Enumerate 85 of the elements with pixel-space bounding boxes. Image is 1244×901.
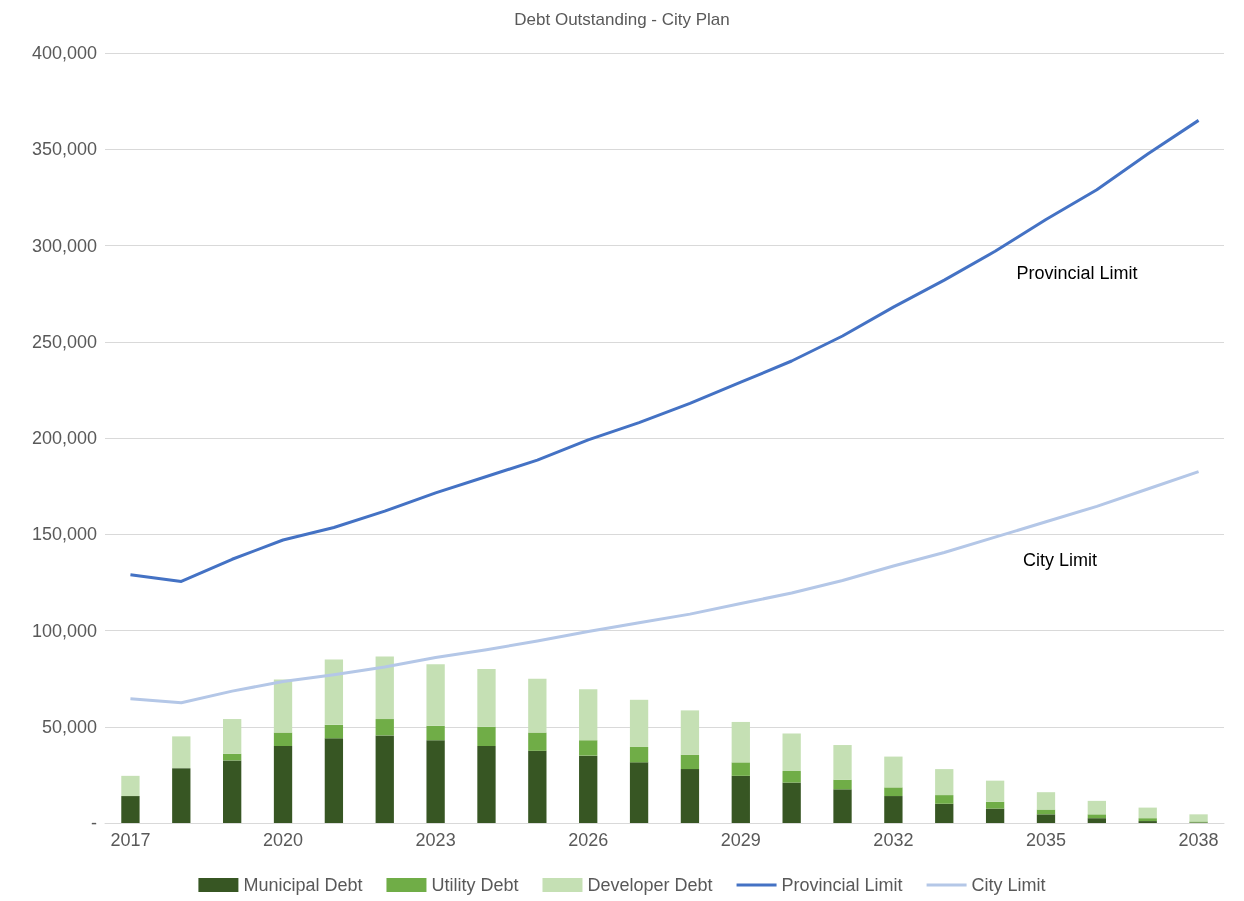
legend-label: City Limit [971, 875, 1046, 895]
bar [1087, 818, 1106, 823]
bar [782, 733, 801, 772]
bar [1138, 807, 1157, 819]
x-tick-label: 2035 [1025, 830, 1066, 850]
bar [680, 754, 700, 770]
legend-label: Municipal Debt [243, 875, 363, 895]
y-tick-label: - [91, 813, 97, 833]
bar [731, 762, 750, 776]
bar [273, 746, 293, 823]
bar [477, 746, 496, 823]
bar [782, 771, 801, 783]
bar [579, 740, 598, 756]
bar [426, 725, 445, 741]
bar [223, 719, 242, 754]
bar [629, 762, 649, 823]
bar [579, 689, 598, 741]
bar [426, 740, 445, 823]
bar [1087, 800, 1106, 815]
legend-label: Utility Debt [431, 875, 519, 895]
bar [833, 779, 852, 790]
chart-title: Debt Outstanding - City Plan [514, 10, 730, 29]
x-tick-label: 2029 [720, 830, 761, 850]
bar [833, 745, 852, 780]
x-tick-label: 2026 [568, 830, 609, 850]
bar [782, 782, 801, 823]
bar [375, 719, 394, 736]
x-tick-label: 2017 [110, 830, 151, 850]
bar [324, 724, 344, 739]
y-tick-label: 400,000 [31, 43, 97, 63]
bar [629, 746, 649, 763]
bar [528, 750, 547, 823]
line-series [128, 118, 1201, 583]
bar [324, 738, 344, 823]
bar [985, 780, 1005, 802]
y-tick-label: 350,000 [31, 139, 97, 160]
x-tick-label: 2020 [263, 830, 304, 850]
legend-label: Developer Debt [587, 875, 713, 895]
bar [172, 768, 191, 823]
bar [223, 760, 242, 823]
bar [273, 732, 293, 746]
bar [935, 769, 954, 796]
bar [477, 726, 496, 746]
bar [477, 669, 496, 727]
bar [528, 732, 547, 751]
y-tick-label: 250,000 [31, 331, 97, 352]
bar [680, 769, 700, 823]
annotation: City Limit [1022, 550, 1098, 570]
bar [121, 775, 140, 797]
bar [680, 710, 700, 755]
bar [121, 796, 140, 823]
bar [884, 796, 903, 823]
x-tick-label: 2032 [873, 830, 914, 850]
bar [324, 659, 344, 725]
x-tick-label: 2023 [415, 830, 456, 850]
bar [1036, 814, 1056, 823]
bar [579, 755, 598, 823]
bar [884, 787, 903, 797]
legend-label: Provincial Limit [781, 875, 903, 895]
bar [884, 756, 903, 788]
bar [1036, 792, 1056, 810]
y-tick-label: 100,000 [31, 620, 97, 641]
bar [375, 735, 394, 823]
bar [375, 656, 394, 720]
annotation: Provincial Limit [1016, 263, 1138, 283]
bar [935, 795, 954, 804]
bar [426, 664, 445, 726]
y-tick-label: 150,000 [31, 524, 97, 545]
bar [935, 803, 954, 823]
bar [629, 699, 649, 747]
bar [731, 775, 750, 823]
bar [731, 721, 750, 763]
line-series [128, 470, 1201, 705]
bar [273, 679, 293, 733]
x-tick-label: 2038 [1178, 830, 1219, 850]
bar [1189, 814, 1208, 822]
bar [1087, 814, 1106, 819]
bar [528, 678, 547, 733]
bar [833, 789, 852, 823]
bar [985, 808, 1005, 823]
bar [985, 801, 1005, 809]
y-tick-label: 300,000 [31, 235, 97, 256]
bar [172, 736, 191, 769]
y-tick-label: 200,000 [31, 428, 97, 448]
y-tick-label: 50,000 [41, 716, 97, 737]
